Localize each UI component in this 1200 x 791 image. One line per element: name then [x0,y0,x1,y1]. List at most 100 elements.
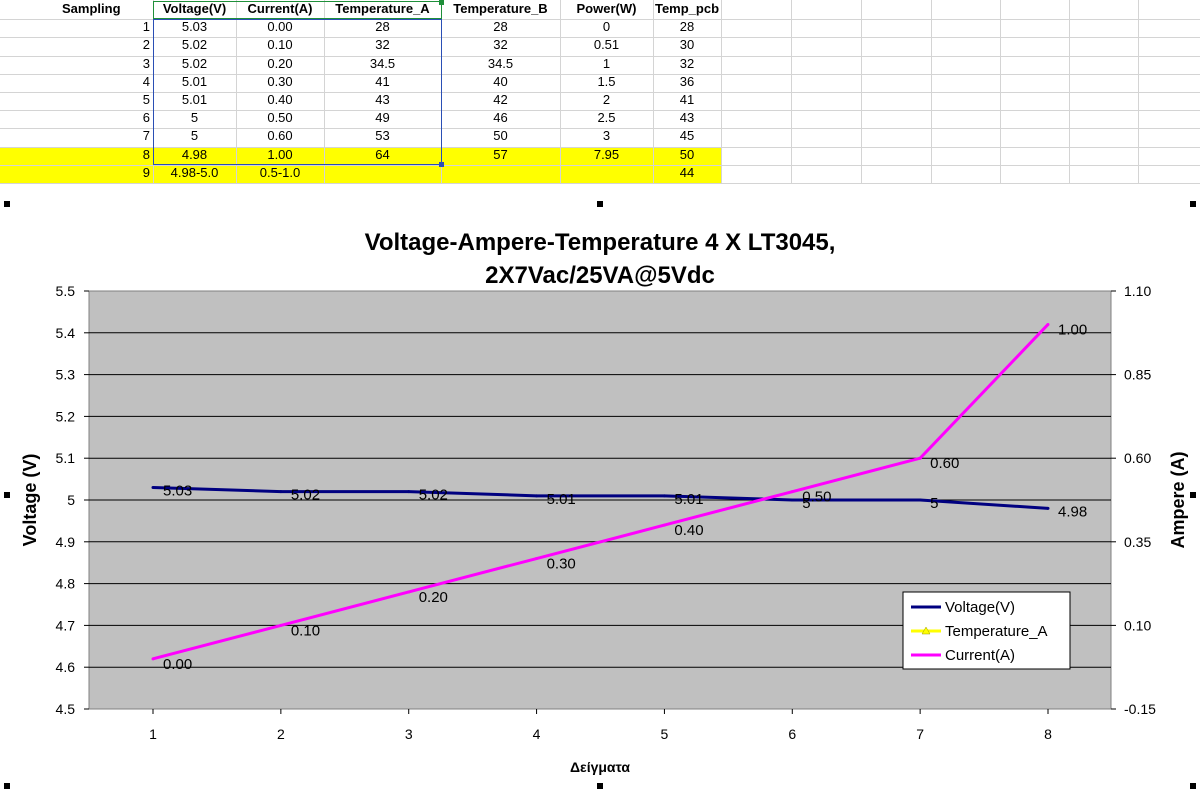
table-cell[interactable]: 32 [493,37,508,53]
table-cell[interactable]: 57 [493,146,508,162]
fill-handle[interactable] [439,161,444,167]
table-cell[interactable]: 0.00 [267,19,293,35]
column-header[interactable]: Voltage(V) [162,1,227,16]
table-cell[interactable]: 34.5 [487,55,514,71]
table-cell[interactable]: 0.51 [593,37,620,53]
table-cell[interactable]: 0.60 [267,128,293,144]
x-tick-label: 7 [916,726,924,742]
y2-tick-label: 0.85 [1124,367,1151,383]
table-cell[interactable]: 42 [493,92,508,107]
table-cell[interactable]: 0.30 [267,73,293,89]
column-header[interactable]: Current(A) [247,1,313,16]
table-cell[interactable]: 2.5 [597,110,616,126]
resize-handle[interactable] [1190,492,1196,498]
table-cell[interactable]: 5.01 [181,73,208,89]
table-cell[interactable]: 43 [375,92,390,107]
table-cell[interactable]: 41 [679,92,695,107]
data-label: 5.03 [163,482,192,499]
table-cell[interactable]: 3 [602,128,611,144]
table-cell[interactable]: 5 [190,110,199,126]
table-cell[interactable]: 9 [142,164,150,180]
grid-line [0,19,1200,21]
table-cell[interactable]: 44 [679,164,695,180]
x-tick-label: 1 [149,726,157,742]
column-header[interactable]: Power(W) [576,1,637,16]
resize-handle[interactable] [1190,201,1196,207]
table-cell[interactable]: 1.5 [597,73,616,89]
table-cell[interactable]: 6 [142,110,150,126]
table-cell[interactable]: 8 [142,146,150,162]
table-cell[interactable]: 2 [142,37,150,53]
table-cell[interactable]: 41 [375,73,390,89]
fill-handle[interactable] [439,0,444,5]
table-cell[interactable]: 36 [679,73,695,89]
legend-label: Voltage(V) [945,599,1015,616]
table-cell[interactable] [560,164,653,182]
table-cell[interactable]: 5.01 [181,92,208,107]
table-cell[interactable]: 45 [679,128,695,144]
table-cell[interactable]: 53 [375,128,390,144]
table-cell[interactable]: 5.03 [181,19,208,35]
table-cell[interactable]: 4.98 [181,146,208,162]
column-header[interactable]: Temp_pcb [654,1,720,16]
column-header[interactable]: Sampling [62,1,121,16]
data-point [279,490,283,494]
data-point [790,498,794,502]
data-label: 0.30 [547,556,576,573]
table-cell[interactable]: 28 [679,19,695,35]
data-label: 5 [802,495,810,512]
table-cell[interactable] [441,164,560,182]
table-cell[interactable]: 0.20 [267,55,293,71]
table-cell[interactable]: 40 [493,73,508,89]
table-cell[interactable]: 5 [190,128,199,144]
table-cell[interactable]: 0.10 [267,37,293,53]
table-cell[interactable]: 2 [602,92,611,107]
resize-handle[interactable] [1190,783,1196,789]
grid-line [0,128,1200,130]
column-header[interactable]: Temperature_B [453,1,548,16]
y2-tick-label: -0.15 [1124,701,1156,717]
y-tick-label: 5.5 [56,283,76,299]
table-cell[interactable]: 1 [142,19,150,35]
table-cell[interactable]: 30 [679,37,695,53]
table-cell[interactable]: 5.02 [181,37,208,53]
table-cell[interactable]: 50 [679,146,695,162]
resize-handle[interactable] [4,201,10,207]
table-cell[interactable]: 0.50 [267,110,293,126]
table-cell[interactable]: 50 [493,128,508,144]
table-cell[interactable]: 7.95 [593,146,620,162]
resize-handle[interactable] [597,783,603,789]
y-tick-label: 5.4 [56,325,76,341]
table-cell[interactable]: 7 [142,128,150,144]
legend-label: Current(A) [945,647,1015,664]
table-cell[interactable]: 0.5-1.0 [259,164,301,180]
table-cell[interactable]: 0 [602,19,611,35]
table-cell[interactable]: 28 [375,19,390,35]
data-label: 0.60 [930,455,959,472]
data-label: 5.02 [419,487,448,504]
table-cell[interactable]: 0.40 [267,92,293,107]
table-cell[interactable]: 43 [679,110,695,126]
resize-handle[interactable] [597,201,603,207]
table-cell[interactable]: 28 [493,19,508,35]
table-cell[interactable]: 46 [493,110,508,126]
table-cell[interactable]: 5.02 [181,55,208,71]
table-cell[interactable]: 4 [142,73,150,89]
y-tick-label: 5.2 [56,408,76,424]
column-header[interactable]: Temperature_A [335,1,430,16]
table-cell[interactable]: 64 [375,146,390,162]
resize-handle[interactable] [4,492,10,498]
table-cell[interactable]: 4.98-5.0 [170,164,219,180]
table-cell[interactable]: 32 [679,55,695,71]
table-cell[interactable]: 5 [142,92,150,107]
x-tick-label: 5 [661,726,669,742]
grid-line [0,92,1200,93]
table-cell[interactable]: 1.00 [267,146,293,162]
table-cell[interactable] [324,164,441,182]
table-cell[interactable]: 1 [602,55,611,71]
table-cell[interactable]: 34.5 [369,55,396,71]
table-cell[interactable]: 49 [375,110,390,126]
table-cell[interactable]: 3 [142,55,150,71]
resize-handle[interactable] [4,783,10,789]
table-cell[interactable]: 32 [375,37,390,53]
